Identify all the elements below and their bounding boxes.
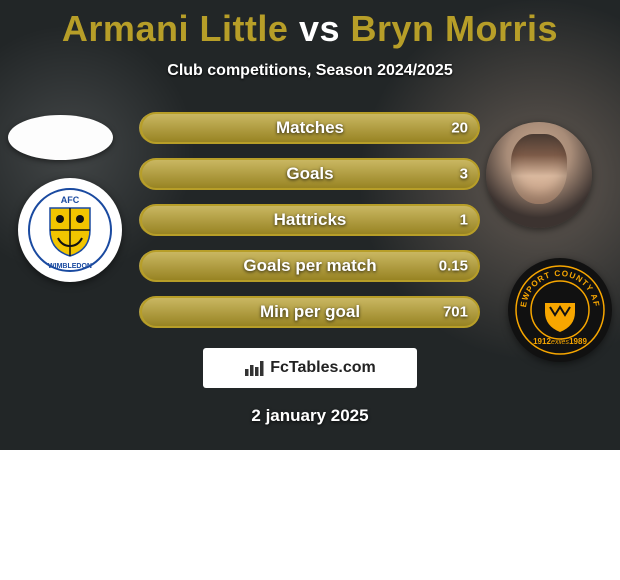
player1-avatar — [8, 115, 113, 160]
page-title: Armani Little vs Bryn Morris — [0, 0, 620, 50]
stat-label: Goals per match — [243, 256, 376, 276]
stat-right-value: 0.15 — [439, 258, 468, 275]
stat-label: Matches — [276, 118, 344, 138]
afc-wimbledon-crest-icon: AFC WIMBLEDON — [28, 188, 112, 272]
comparison-card: Armani Little vs Bryn Morris Club compet… — [0, 0, 620, 450]
stat-row: Goals 3 — [140, 158, 480, 190]
club1-initials: AFC — [61, 195, 80, 205]
stat-right-value: 20 — [451, 120, 468, 137]
player1-name: Armani Little — [62, 8, 289, 49]
stat-label: Goals — [286, 164, 333, 184]
stat-right-value: 701 — [443, 304, 468, 321]
svg-text:1989: 1989 — [569, 337, 587, 346]
svg-text:exiles: exiles — [551, 339, 569, 346]
stat-label: Hattricks — [274, 210, 347, 230]
stat-label: Min per goal — [260, 302, 360, 322]
subtitle: Club competitions, Season 2024/2025 — [0, 62, 620, 80]
svg-text:1912: 1912 — [533, 337, 551, 346]
stat-row: Hattricks 1 — [140, 204, 480, 236]
player1-club-badge: AFC WIMBLEDON — [18, 178, 122, 282]
bar-chart-icon — [244, 359, 266, 377]
stat-right-value: 3 — [460, 166, 468, 183]
stat-row: Goals per match 0.15 — [140, 250, 480, 282]
newport-county-crest-icon: NEWPORT COUNTY AFC 1912 exiles 1989 — [514, 264, 606, 356]
svg-text:WIMBLEDON: WIMBLEDON — [48, 263, 92, 270]
date-label: 2 january 2025 — [0, 406, 620, 426]
stat-row: Matches 20 — [140, 112, 480, 144]
watermark-text: FcTables.com — [270, 359, 376, 377]
stats-container: Matches 20 Goals 3 Hattricks 1 Goals per match… — [140, 112, 480, 328]
player2-avatar — [486, 122, 592, 228]
player2-club-badge: NEWPORT COUNTY AFC 1912 exiles 1989 — [508, 258, 612, 362]
watermark[interactable]: FcTables.com — [203, 348, 417, 388]
stat-right-value: 1 — [460, 212, 468, 229]
stat-row: Min per goal 701 — [140, 296, 480, 328]
player2-name: Bryn Morris — [351, 8, 559, 49]
vs-label: vs — [299, 8, 340, 49]
